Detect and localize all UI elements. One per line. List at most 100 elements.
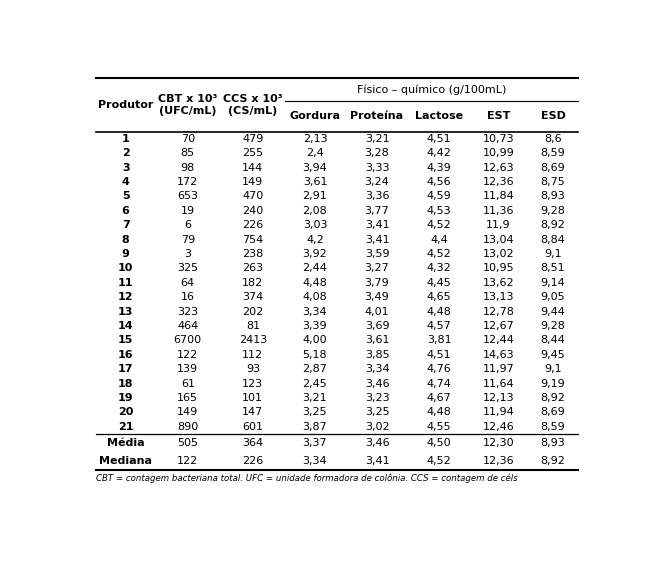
Text: 10,99: 10,99 [483, 148, 515, 158]
Text: 3: 3 [184, 249, 191, 259]
Text: 4,53: 4,53 [427, 206, 452, 216]
Text: 144: 144 [242, 163, 264, 173]
Text: 263: 263 [242, 264, 263, 273]
Text: 11,84: 11,84 [483, 191, 515, 201]
Text: 8,44: 8,44 [540, 335, 566, 346]
Text: 12,13: 12,13 [483, 393, 514, 403]
Text: 2,44: 2,44 [303, 264, 327, 273]
Text: 17: 17 [118, 364, 133, 374]
Text: 3,21: 3,21 [303, 393, 327, 403]
Text: 4,45: 4,45 [427, 278, 452, 288]
Text: 4,00: 4,00 [303, 335, 327, 346]
Text: 12,30: 12,30 [483, 438, 514, 448]
Text: 2,13: 2,13 [303, 134, 327, 144]
Text: 4,48: 4,48 [427, 307, 452, 316]
Text: 139: 139 [177, 364, 198, 374]
Text: 5: 5 [122, 191, 130, 201]
Text: 13,04: 13,04 [483, 234, 514, 245]
Text: 12,78: 12,78 [482, 307, 515, 316]
Text: Lactose: Lactose [415, 111, 463, 121]
Text: 11,36: 11,36 [483, 206, 514, 216]
Text: 5,18: 5,18 [303, 350, 327, 360]
Text: 3,61: 3,61 [365, 335, 389, 346]
Text: 9,28: 9,28 [540, 321, 566, 331]
Text: 12,63: 12,63 [483, 163, 514, 173]
Text: 4,08: 4,08 [303, 292, 327, 302]
Text: 13,02: 13,02 [483, 249, 514, 259]
Text: 12,44: 12,44 [482, 335, 515, 346]
Text: Média: Média [107, 438, 145, 448]
Text: 3,49: 3,49 [365, 292, 389, 302]
Text: 81: 81 [246, 321, 260, 331]
Text: 18: 18 [118, 379, 133, 389]
Text: 4,67: 4,67 [427, 393, 452, 403]
Text: 4,4: 4,4 [430, 234, 448, 245]
Text: 123: 123 [242, 379, 263, 389]
Text: 6: 6 [184, 220, 191, 230]
Text: 325: 325 [177, 264, 198, 273]
Text: 4,65: 4,65 [427, 292, 452, 302]
Text: 11,9: 11,9 [486, 220, 511, 230]
Text: Físico – químico (g/100mL): Físico – químico (g/100mL) [357, 84, 507, 95]
Text: 3,03: 3,03 [303, 220, 327, 230]
Text: 202: 202 [242, 307, 264, 316]
Text: 3,36: 3,36 [365, 191, 389, 201]
Text: 3,28: 3,28 [365, 148, 389, 158]
Text: 4,2: 4,2 [306, 234, 324, 245]
Text: 3,81: 3,81 [427, 335, 452, 346]
Text: 4,51: 4,51 [427, 350, 452, 360]
Text: 79: 79 [181, 234, 195, 245]
Text: 149: 149 [242, 177, 264, 187]
Text: 2: 2 [122, 148, 130, 158]
Text: 3,27: 3,27 [365, 264, 389, 273]
Text: CCS x 10³
(CS/mL): CCS x 10³ (CS/mL) [223, 94, 283, 116]
Text: 8: 8 [122, 234, 130, 245]
Text: 9,1: 9,1 [544, 364, 562, 374]
Text: 9,19: 9,19 [540, 379, 566, 389]
Text: 11,97: 11,97 [483, 364, 515, 374]
Text: 149: 149 [177, 407, 198, 417]
Text: CBT = contagem bacteriana total. UFC = unidade formadora de colônia. CCS = conta: CBT = contagem bacteriana total. UFC = u… [96, 474, 518, 484]
Text: 8,75: 8,75 [540, 177, 566, 187]
Text: 3,92: 3,92 [303, 249, 327, 259]
Text: 4,32: 4,32 [427, 264, 452, 273]
Text: 16: 16 [118, 350, 133, 360]
Text: 3,34: 3,34 [303, 456, 327, 466]
Text: 2,87: 2,87 [303, 364, 327, 374]
Text: 4,56: 4,56 [427, 177, 452, 187]
Text: 3,34: 3,34 [303, 307, 327, 316]
Text: 2,45: 2,45 [303, 379, 327, 389]
Text: 19: 19 [118, 393, 133, 403]
Text: 8,93: 8,93 [540, 438, 566, 448]
Text: Mediana: Mediana [99, 456, 152, 466]
Text: 3,34: 3,34 [365, 364, 389, 374]
Text: 9,05: 9,05 [540, 292, 565, 302]
Text: 8,59: 8,59 [540, 148, 566, 158]
Text: 3,37: 3,37 [303, 438, 327, 448]
Text: 11: 11 [118, 278, 133, 288]
Text: 4,01: 4,01 [365, 307, 389, 316]
Text: 3: 3 [122, 163, 130, 173]
Text: 4,76: 4,76 [427, 364, 452, 374]
Text: 479: 479 [242, 134, 264, 144]
Text: 3,61: 3,61 [303, 177, 327, 187]
Text: 9,45: 9,45 [540, 350, 566, 360]
Text: 3,02: 3,02 [365, 422, 389, 432]
Text: 9,14: 9,14 [540, 278, 566, 288]
Text: 16: 16 [181, 292, 195, 302]
Text: 85: 85 [181, 148, 195, 158]
Text: 7: 7 [122, 220, 130, 230]
Text: 10,73: 10,73 [483, 134, 514, 144]
Text: 890: 890 [177, 422, 198, 432]
Text: CBT x 10³
(UFC/mL): CBT x 10³ (UFC/mL) [158, 94, 218, 116]
Text: 64: 64 [181, 278, 195, 288]
Text: Gordura: Gordura [290, 111, 340, 121]
Text: 8,92: 8,92 [540, 220, 566, 230]
Text: 3,46: 3,46 [365, 379, 389, 389]
Text: 10,95: 10,95 [483, 264, 514, 273]
Text: 12,67: 12,67 [483, 321, 515, 331]
Text: 13: 13 [118, 307, 133, 316]
Text: 4,48: 4,48 [303, 278, 327, 288]
Text: 122: 122 [177, 350, 198, 360]
Text: 4,59: 4,59 [427, 191, 452, 201]
